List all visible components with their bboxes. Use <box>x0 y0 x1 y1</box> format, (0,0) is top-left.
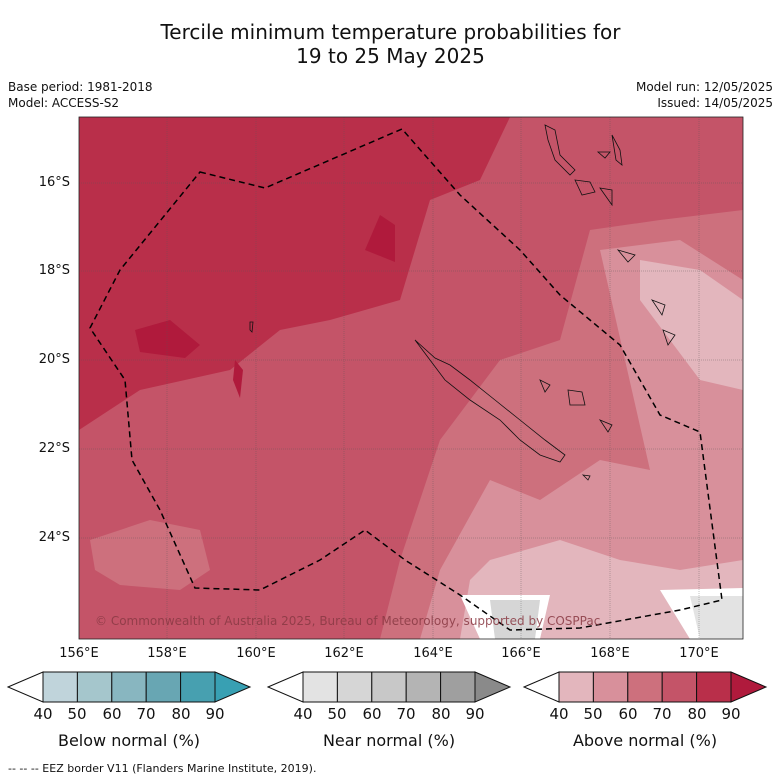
meta-left: Base period: 1981-2018 Model: ACCESS-S2 <box>8 79 153 111</box>
eez-border <box>89 128 723 631</box>
colorbar-cell <box>696 671 732 703</box>
cbar-above-high-arrow <box>730 671 768 703</box>
colorbar-cell <box>76 671 113 703</box>
base-period: Base period: 1981-2018 <box>8 80 153 94</box>
colorbar-cell <box>371 671 407 703</box>
colorbar-cells <box>42 671 732 703</box>
colorbar-cell <box>558 671 594 703</box>
lat-tick-16s: 16°S <box>38 175 70 190</box>
map-title-line1: Tercile minimum temperature probabilitie… <box>160 20 621 44</box>
colorbar-cell <box>111 671 147 703</box>
lon-tick-160e: 160°E <box>236 646 276 661</box>
cbar-near-tick: 40 <box>293 705 313 723</box>
cbar-below-tick: 40 <box>33 705 53 723</box>
colorbar-cell <box>405 671 442 703</box>
map-frame <box>78 116 744 640</box>
colorbar-cell <box>661 671 698 703</box>
lat-tick-24s: 24°S <box>38 530 70 545</box>
lon-tick-166e: 166°E <box>501 646 541 661</box>
cbar-near-tick: 50 <box>327 705 347 723</box>
colorbar-cell <box>627 671 663 703</box>
cbar-below-label: Below normal (%) <box>57 731 201 750</box>
colorbar-cell <box>145 671 182 703</box>
cbar-above-tick: 60 <box>618 705 638 723</box>
cbar-above-tick: 70 <box>652 705 672 723</box>
eez-footnote: -- -- -- EEZ border V11 (Flanders Marine… <box>8 762 317 775</box>
lon-tick-168e: 168°E <box>590 646 630 661</box>
map-grid <box>79 117 743 639</box>
cbar-above-tick: 80 <box>687 705 707 723</box>
cbar-above-low-arrow <box>522 671 560 703</box>
model-name: Model: ACCESS-S2 <box>8 96 120 110</box>
cbar-near-tick: 90 <box>465 705 485 723</box>
cbar-near-label: Near normal (%) <box>322 731 456 750</box>
copyright-notice: © Commonwealth of Australia 2025, Bureau… <box>95 614 601 628</box>
cbar-below-tick: 70 <box>136 705 156 723</box>
map-title-line2: 19 to 25 May 2025 <box>296 44 485 68</box>
cbar-below-tick: 90 <box>205 705 225 723</box>
lat-tick-18s: 18°S <box>38 263 70 278</box>
cbar-above-tick: 90 <box>721 705 741 723</box>
cbar-below-tick: 60 <box>102 705 122 723</box>
lon-tick-164e: 164°E <box>413 646 453 661</box>
lon-tick-162e: 162°E <box>324 646 364 661</box>
colorbar-cell <box>302 671 338 703</box>
lat-tick-20s: 20°S <box>38 352 70 367</box>
cbar-near-high-arrow <box>474 671 512 703</box>
lon-tick-158e: 158°E <box>147 646 187 661</box>
cbar-below-tick: 50 <box>67 705 87 723</box>
lon-tick-156e: 156°E <box>59 646 99 661</box>
lat-tick-22s: 22°S <box>38 441 70 456</box>
cbar-below-tick: 80 <box>171 705 191 723</box>
coastlines <box>249 124 676 481</box>
cbar-near-tick: 70 <box>396 705 416 723</box>
cbar-above-tick: 50 <box>583 705 603 723</box>
colorbar-cell <box>440 671 476 703</box>
model-run: Model run: 12/05/2025 <box>635 80 773 94</box>
cbar-near-low-arrow <box>266 671 304 703</box>
colorbar-cell <box>180 671 216 703</box>
cbar-near-tick: 80 <box>431 705 451 723</box>
cbar-above-label: Above normal (%) <box>572 731 718 750</box>
cbar-above-tick: 40 <box>549 705 569 723</box>
colorbar-cell <box>336 671 373 703</box>
meta-right: Model run: 12/05/2025 Issued: 14/05/2025 <box>636 79 773 111</box>
cbar-near-tick: 60 <box>362 705 382 723</box>
map-fill <box>79 117 743 639</box>
cbar-below-high-arrow <box>214 671 252 703</box>
colorbar-cell <box>592 671 629 703</box>
cbar-below-low-arrow <box>6 671 44 703</box>
colorbar-cell <box>42 671 78 703</box>
lon-tick-170e: 170°E <box>679 646 719 661</box>
issued-date: Issued: 14/05/2025 <box>657 96 773 110</box>
